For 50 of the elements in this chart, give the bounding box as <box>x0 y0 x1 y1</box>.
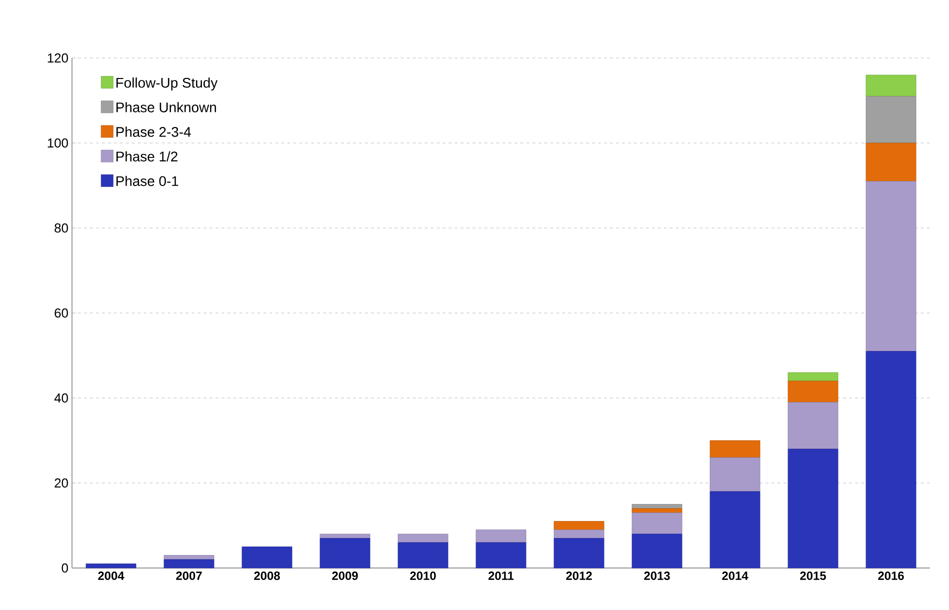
bar <box>866 351 916 568</box>
x-tick-label: 2010 <box>410 572 436 580</box>
x-tick-label: 2016 <box>878 572 904 580</box>
y-tick-label: 40 <box>54 393 68 403</box>
bar <box>320 538 370 568</box>
bar <box>866 96 916 144</box>
bar <box>632 512 682 534</box>
y-tick-label: 60 <box>54 308 68 318</box>
bar <box>788 402 838 450</box>
legend-label: Phase 1/2 <box>116 151 178 162</box>
bar <box>554 538 604 568</box>
x-tick-label: 2012 <box>566 572 592 580</box>
bar <box>710 457 760 492</box>
bar <box>866 74 916 96</box>
bar <box>476 542 526 568</box>
y-tick-label: 100 <box>48 138 68 148</box>
x-tick-label: 2008 <box>254 572 280 580</box>
x-tick-label: 2013 <box>644 572 670 580</box>
bar <box>632 508 682 513</box>
x-tick-label: 2011 <box>488 572 514 580</box>
bar <box>242 546 292 568</box>
y-tick-label: 120 <box>48 53 68 63</box>
legend-label: Phase 0-1 <box>116 176 178 186</box>
x-tick-label: 2009 <box>332 572 358 580</box>
x-tick-label: 2015 <box>800 572 826 580</box>
bar <box>554 530 604 538</box>
y-tick-label: 0 <box>62 563 68 573</box>
bar <box>788 372 838 382</box>
y-tick-label: 80 <box>54 223 68 233</box>
x-tick-label: 2014 <box>722 572 748 580</box>
bar <box>788 380 838 402</box>
bar <box>632 534 682 568</box>
y-tick-label: 20 <box>54 478 68 488</box>
legend-label: Follow-Up Study <box>116 77 218 90</box>
bar <box>866 142 916 182</box>
bar <box>320 534 370 538</box>
bar <box>164 559 214 568</box>
legend-label: Phase 2-3-4 <box>116 126 191 137</box>
bar <box>710 440 760 458</box>
bar <box>710 491 760 568</box>
bar <box>398 534 448 543</box>
bar <box>86 564 136 568</box>
x-tick-label: 2004 <box>98 572 124 580</box>
x-tick-label: 2007 <box>176 572 202 580</box>
bar <box>554 521 604 530</box>
bar <box>476 530 526 543</box>
bar <box>398 542 448 568</box>
bar <box>866 181 916 352</box>
bar <box>788 448 838 568</box>
legend-label: Phase Unknown <box>116 102 216 112</box>
